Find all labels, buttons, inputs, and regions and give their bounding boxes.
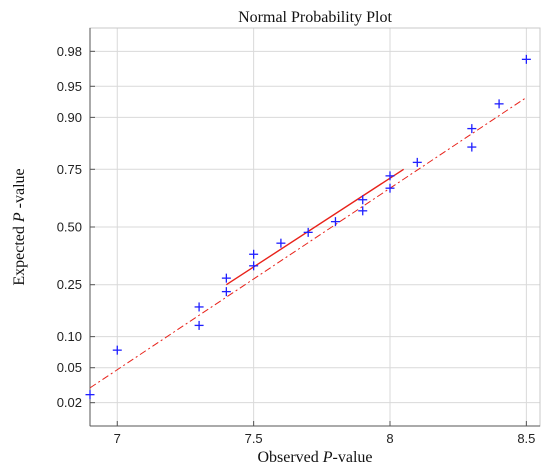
y-tick-label: 0.50 [57,220,82,235]
fit-line-extension [89,97,527,389]
data-point [276,238,286,248]
x-axis-label-part-1: Observed [257,449,322,466]
data-point [467,142,477,152]
data-point [85,390,95,400]
data-point [303,227,313,237]
data-point [358,206,368,216]
data-point [221,287,231,297]
x-axis-label-part-3: -value [333,449,373,466]
y-tick-label: 0.02 [57,395,82,410]
data-point [521,54,531,64]
data-point [249,249,259,259]
data-point [385,171,395,181]
data-point [330,217,340,227]
y-tick-label: 0.10 [57,329,82,344]
x-tick-label: 8.5 [517,431,535,446]
x-tick-label: 7 [114,431,121,446]
y-tick-label: 0.95 [57,79,82,94]
data-point [194,302,204,312]
data-point [358,195,368,205]
y-tick-label: 0.05 [57,360,82,375]
data-point [194,320,204,330]
data-point [385,183,395,193]
data-point [412,157,422,167]
x-axis-label-part-2: P [322,449,333,466]
data-point [112,345,122,355]
x-tick-label: 7.5 [245,431,263,446]
y-tick-label: 0.25 [57,277,82,292]
data-point [494,99,504,109]
chart-title: Normal Probability Plot [238,9,392,26]
y-axis-label-part-2: P [11,212,28,223]
y-tick-label: 0.98 [57,44,82,59]
y-axis-label: Expected P -value [11,168,28,285]
point-layer [85,54,531,400]
y-axis-label-part-3: -value [11,168,28,212]
grid-layer [90,28,540,426]
y-tick-label: 0.75 [57,162,82,177]
fit-line-layer [89,97,527,389]
x-tick-label: 8 [386,431,393,446]
tick-layer: 7 7.5 8 8.5 0.02 0.05 0.10 0.25 0.50 0.75 0.90 0.95… [57,44,536,446]
data-point [467,124,477,134]
y-axis-label-part-1: Expected [11,222,28,286]
data-point [249,261,259,271]
x-axis-label: Observed P-value [257,449,372,466]
y-tick-label: 0.90 [57,110,82,125]
data-point [221,273,231,283]
